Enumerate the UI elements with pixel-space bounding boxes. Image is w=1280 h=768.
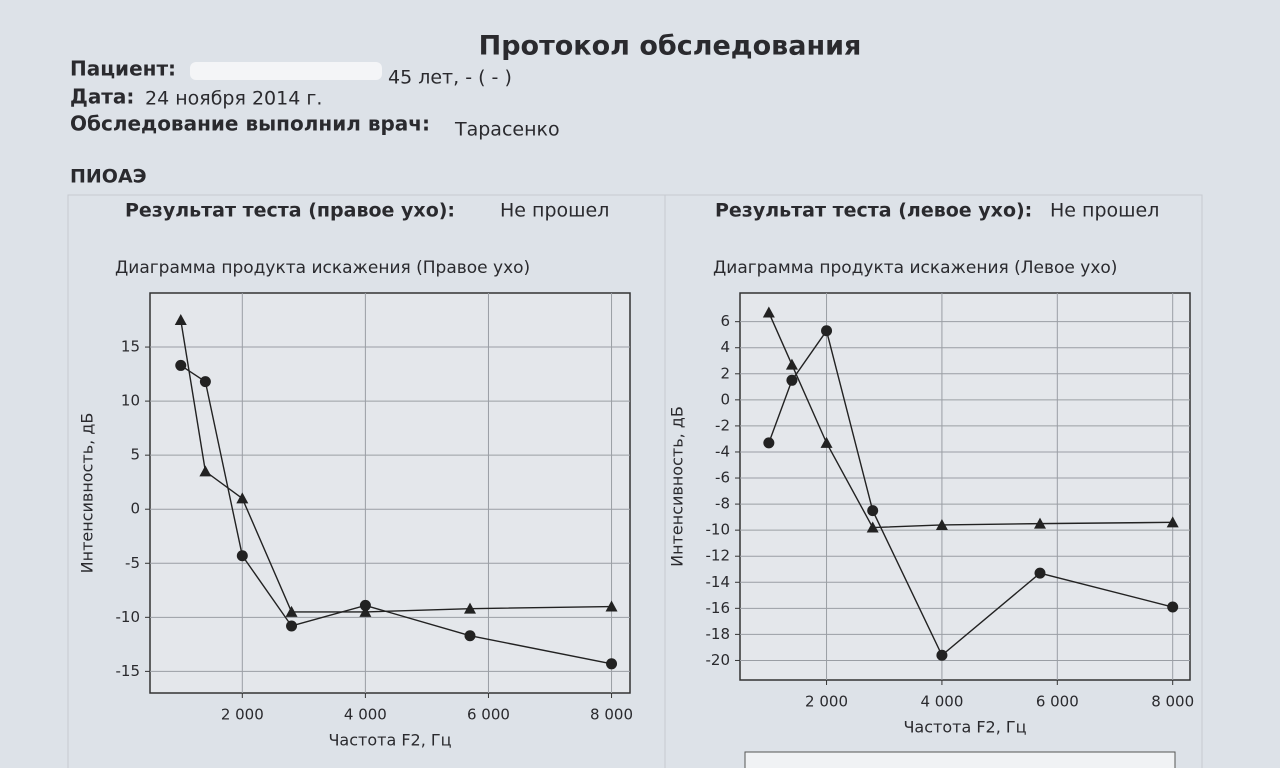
date-label: Дата: — [70, 85, 134, 109]
doctor-label: Обследование выполнил врач: — [70, 112, 430, 136]
point-marker — [763, 437, 775, 449]
point-marker — [606, 658, 618, 670]
y-tick-label: 10 — [121, 392, 140, 410]
y-tick-label: -8 — [715, 495, 730, 513]
x-axis-label: Частота F2, Гц — [903, 718, 1026, 737]
result-value: Не прошел — [1050, 200, 1159, 222]
y-tick-label: -16 — [706, 599, 731, 617]
point-marker — [464, 630, 476, 642]
point-marker — [1034, 567, 1046, 579]
y-tick-label: -5 — [125, 554, 140, 572]
chart-title: Диаграмма продукта искажения (Правое ухо… — [115, 258, 530, 278]
date-value: 24 ноября 2014 г. — [145, 88, 322, 110]
chart-title: Диаграмма продукта искажения (Левое ухо) — [713, 258, 1117, 278]
x-tick-label: 6 000 — [467, 706, 510, 724]
point-marker — [285, 605, 298, 617]
y-tick-label: -14 — [706, 573, 731, 591]
x-tick-label: 4 000 — [920, 693, 963, 711]
y-tick-label: 2 — [720, 364, 730, 382]
panel-frame — [67, 194, 1203, 768]
y-tick-label: 15 — [121, 338, 140, 356]
point-marker — [866, 521, 879, 533]
redaction — [190, 62, 382, 80]
y-tick-label: -15 — [116, 662, 141, 680]
patient-value: 45 лет, - ( - ) — [388, 67, 512, 89]
y-tick-label: -20 — [706, 651, 731, 669]
point-marker — [820, 436, 833, 448]
x-tick-label: 2 000 — [805, 693, 848, 711]
plot-area — [739, 292, 1191, 681]
plot-area — [149, 292, 631, 694]
y-tick-label: 4 — [720, 338, 730, 356]
y-tick-label: -10 — [116, 608, 141, 626]
point-marker — [359, 605, 372, 617]
point-marker — [936, 649, 948, 661]
x-axis-label: Частота F2, Гц — [328, 731, 451, 750]
point-marker — [359, 599, 371, 611]
point-marker — [236, 492, 249, 504]
point-marker — [174, 314, 187, 326]
x-tick-label: 4 000 — [344, 706, 387, 724]
y-tick-label: 0 — [130, 500, 140, 518]
point-marker — [199, 465, 212, 477]
x-tick-label: 2 000 — [221, 706, 264, 724]
y-tick-label: -2 — [715, 416, 730, 434]
point-marker — [199, 376, 211, 388]
section-title: ПИОАЭ — [70, 166, 147, 188]
point-marker — [464, 602, 476, 614]
point-marker — [786, 374, 798, 386]
next-box — [744, 751, 1176, 768]
y-tick-label: -6 — [715, 469, 730, 487]
x-tick-label: 8 000 — [590, 706, 633, 724]
y-tick-label: 6 — [720, 312, 730, 330]
point-marker — [236, 550, 248, 562]
y-tick-label: -4 — [715, 442, 730, 460]
y-tick-label: -18 — [706, 625, 731, 643]
point-marker — [286, 620, 298, 632]
doctor-value: Тарасенко — [454, 119, 560, 141]
y-tick-label: 5 — [130, 446, 140, 464]
y-tick-label: 0 — [720, 390, 730, 408]
point-marker — [935, 518, 948, 530]
point-marker — [762, 306, 775, 318]
point-marker — [821, 325, 833, 337]
point-marker — [785, 358, 798, 370]
x-tick-label: 8 000 — [1151, 693, 1194, 711]
result-value: Не прошел — [500, 200, 609, 222]
x-tick-label: 6 000 — [1036, 693, 1079, 711]
result-label: Результат теста (правое ухо): — [125, 200, 455, 222]
point-marker — [867, 505, 879, 517]
point-marker — [1034, 517, 1046, 529]
point-marker — [175, 359, 187, 371]
y-axis-label: Интенсивность, дБ — [668, 406, 687, 567]
y-tick-label: -10 — [706, 521, 731, 539]
result-label: Результат теста (левое ухо): — [715, 200, 1032, 222]
doc-title: Протокол обследования — [479, 31, 862, 62]
point-marker — [1166, 516, 1179, 528]
y-axis-label: Интенсивность, дБ — [78, 413, 97, 574]
y-tick-label: -12 — [706, 547, 731, 565]
point-marker — [605, 600, 618, 612]
patient-label: Пациент: — [70, 57, 176, 81]
point-marker — [1167, 601, 1179, 613]
